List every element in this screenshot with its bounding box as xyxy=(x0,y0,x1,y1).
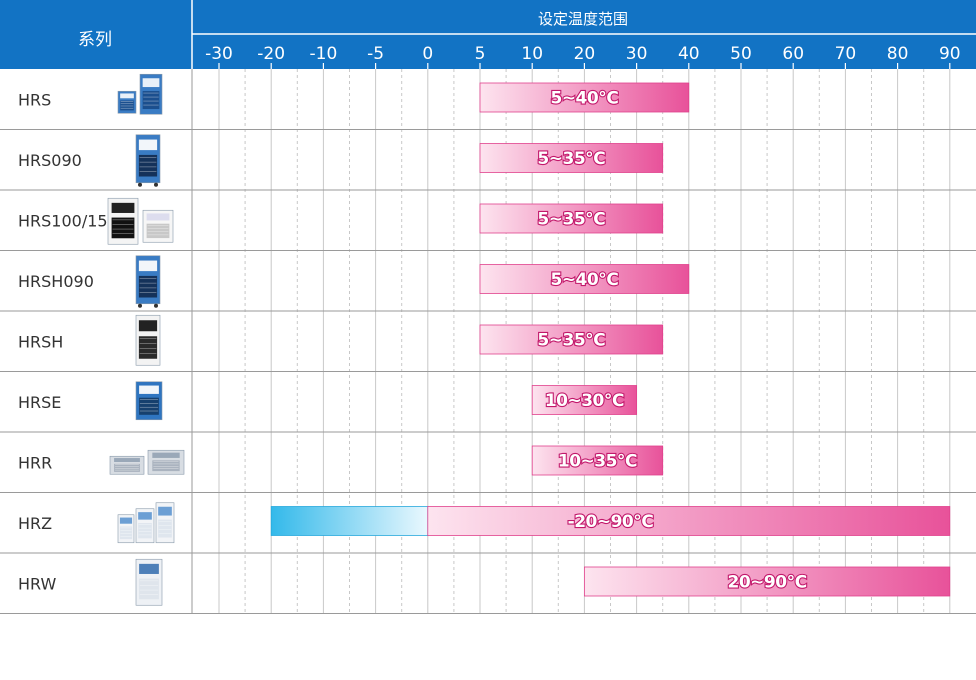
range-label: 5~40℃ xyxy=(550,270,618,290)
x-tick-label: 40 xyxy=(678,44,700,64)
series-row: HRS 5~40℃ xyxy=(0,73,976,130)
chiller-trio-icon xyxy=(117,502,175,544)
series-row: HRSH 5~35℃ xyxy=(0,314,976,372)
series-name: HRSH090 xyxy=(18,272,94,291)
chiller-pair-icon xyxy=(117,73,163,115)
x-tick-label: 20 xyxy=(574,44,596,64)
series-row: HRW 20~90℃ xyxy=(0,558,976,614)
large-chiller-pair-icon xyxy=(107,197,174,245)
x-tick-label: 10 xyxy=(521,44,543,64)
series-row: HRSH090 5~40℃ xyxy=(0,255,976,312)
x-tick-label: 5 xyxy=(475,44,486,64)
range-label: 5~40℃ xyxy=(550,89,618,109)
series-row: HRS090 5~35℃ xyxy=(0,134,976,191)
x-tick-label: 80 xyxy=(887,44,909,64)
x-tick-label: -10 xyxy=(310,44,338,64)
table-header: 系列 设定温度范围 xyxy=(0,0,976,69)
range-title: 设定温度范围 xyxy=(538,10,628,28)
series-rows: HRS 5~40℃ HRS090 5~35℃ HRS100/150 5~35℃ HRSH09… xyxy=(0,73,976,614)
tall-chiller-icon xyxy=(135,255,161,308)
range-label: 10~30℃ xyxy=(545,391,624,411)
x-tick-label: 90 xyxy=(939,44,961,64)
tall-chiller-dark-icon xyxy=(135,314,161,366)
compact-chiller-icon xyxy=(135,381,163,421)
x-tick-label: -5 xyxy=(367,44,384,64)
x-tick-label: -30 xyxy=(205,44,233,64)
series-row: HRS100/150 5~35℃ xyxy=(0,197,976,251)
range-label: 5~35℃ xyxy=(537,210,605,230)
range-label: 10~35℃ xyxy=(558,452,637,472)
range-label: -20~90℃ xyxy=(568,512,654,532)
series-name: HRSE xyxy=(18,393,61,412)
series-name: HRZ xyxy=(18,514,52,533)
series-name: HRR xyxy=(18,453,52,472)
range-bar xyxy=(479,82,690,113)
range-bar xyxy=(479,203,664,234)
series-name: HRS100/150 xyxy=(18,211,118,230)
x-tick-label: 0 xyxy=(422,44,433,64)
rack-chiller-pair-icon xyxy=(109,449,185,475)
x-tick-label: 50 xyxy=(730,44,752,64)
range-bar xyxy=(479,324,664,355)
series-row: HRR 10~35℃ xyxy=(0,445,976,493)
range-bar xyxy=(531,445,664,476)
range-label: 5~35℃ xyxy=(537,149,605,169)
series-name: HRS xyxy=(18,90,51,109)
range-bar-below-zero xyxy=(270,506,429,536)
x-tick-label: -20 xyxy=(257,44,285,64)
series-column-header: 系列 xyxy=(78,30,112,50)
series-row: HRZ -20~90℃ xyxy=(0,502,976,554)
tall-chiller-icon xyxy=(135,134,161,187)
series-name: HRW xyxy=(18,574,57,593)
x-tick-label: 70 xyxy=(835,44,857,64)
x-tick-label: 60 xyxy=(782,44,804,64)
range-bar xyxy=(531,385,638,415)
range-bar xyxy=(427,506,951,536)
axis-ticks: -30 -20 -10 -5 0 5 10 20 30 40 50 60 70 80 90 xyxy=(205,44,961,69)
range-label: 5~35℃ xyxy=(537,331,605,351)
series-name: HRSH xyxy=(18,332,63,351)
range-bar xyxy=(479,143,664,173)
series-name: HRS090 xyxy=(18,151,82,170)
range-label: 20~90℃ xyxy=(728,573,807,593)
series-row: HRSE 10~30℃ xyxy=(0,381,976,433)
white-chiller-icon xyxy=(135,558,163,606)
range-bar xyxy=(479,264,690,294)
range-bar xyxy=(584,566,951,597)
x-tick-label: 30 xyxy=(626,44,648,64)
